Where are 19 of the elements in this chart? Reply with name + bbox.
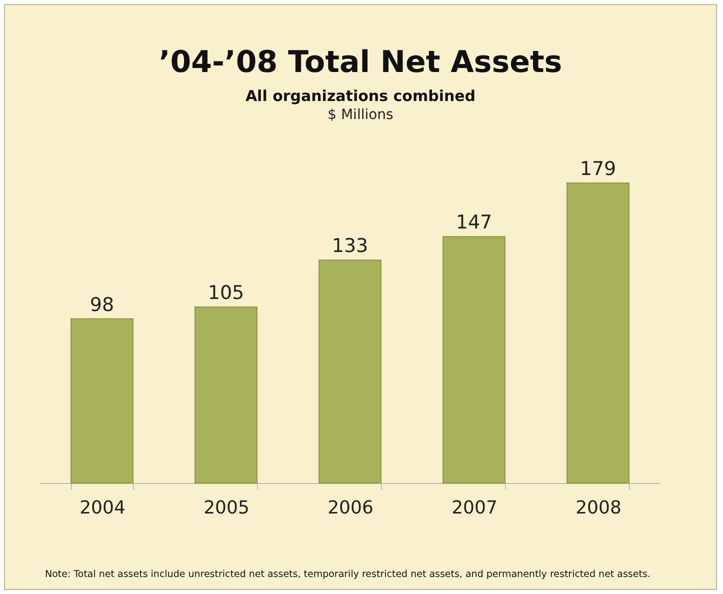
bar [566,182,630,484]
chart-title: ’04-’08 Total Net Assets [158,45,564,80]
chart-subtitle: All organizations combined [244,87,477,105]
data-label: 98 [90,294,114,316]
x-tick-label: 2006 [328,498,374,518]
bar [318,260,382,484]
x-tick-label: 2007 [452,498,498,518]
bar [442,236,506,484]
bar [194,306,258,484]
bar [70,318,134,484]
x-tick-label: 2005 [204,498,250,518]
data-label: 179 [580,158,616,180]
text: Note: Total net assets include unrestricted net assets, temporarily restricted net assets, and permanently restricted net assets. [45,569,652,580]
data-label: 147 [456,212,492,234]
y-axis-title: $ Millions [326,107,394,123]
x-tick-label: 2004 [80,498,126,518]
x-tick-label: 2008 [576,498,622,518]
data-label: 133 [332,235,368,258]
data-label: 105 [208,282,244,304]
